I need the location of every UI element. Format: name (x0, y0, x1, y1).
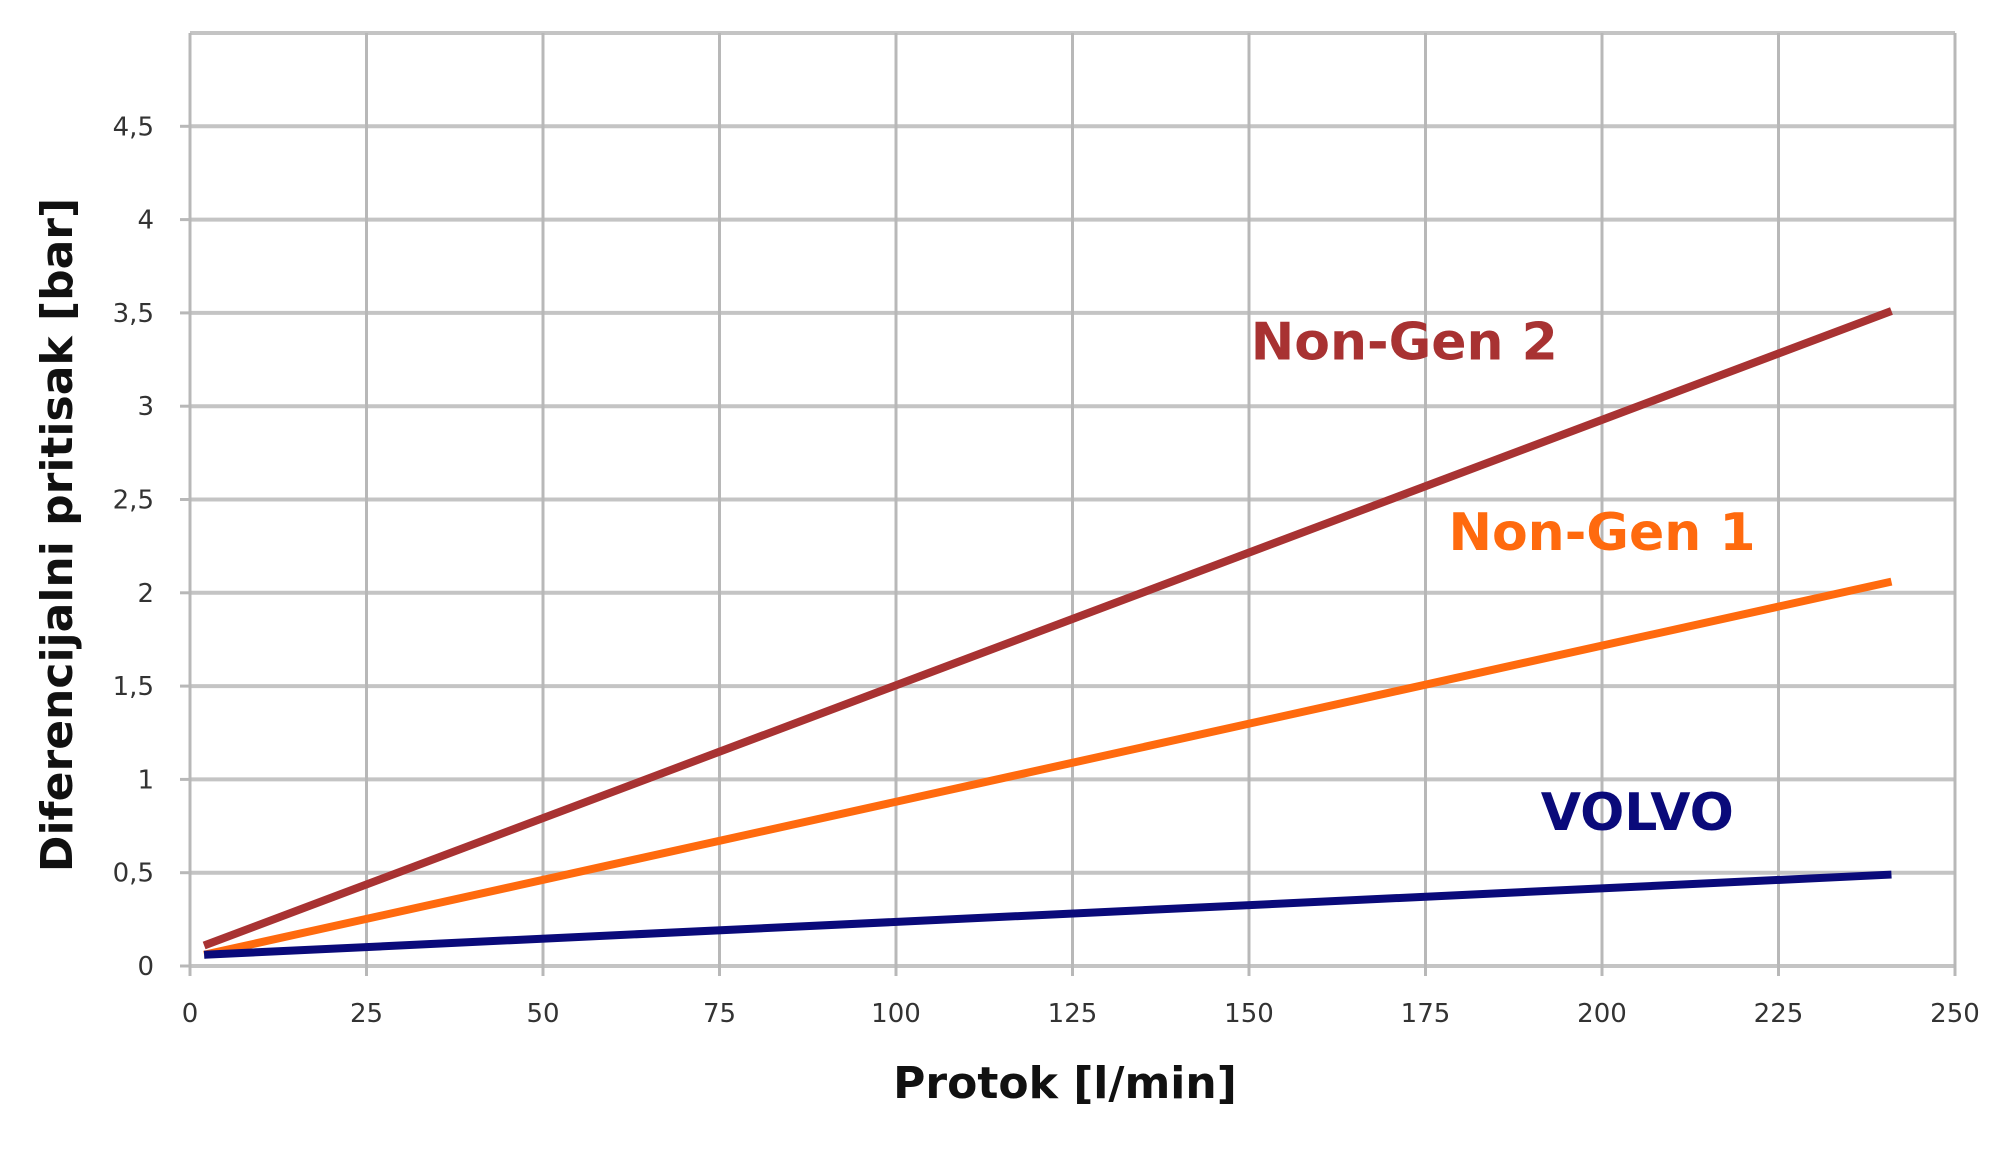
y-tick-label: 2 (137, 579, 154, 609)
y-tick-label: 3,5 (113, 299, 154, 329)
series-label-non-gen-2: Non-Gen 2 (1251, 313, 1558, 373)
x-tick-label: 0 (182, 999, 199, 1029)
x-tick-label: 50 (526, 999, 559, 1029)
x-tick-label: 225 (1754, 999, 1804, 1029)
series-line-non-gen-2 (202, 307, 1893, 950)
y-tick-label: 1 (137, 765, 154, 795)
series-line-non-gen-1 (203, 577, 1893, 959)
x-tick-label: 100 (871, 999, 921, 1029)
y-axis-ticks: 0 0,5 1 1,5 2 2,5 3 3,5 4 4,5 (113, 112, 190, 982)
y-tick-label: 0 (137, 952, 154, 982)
x-tick-label: 125 (1048, 999, 1098, 1029)
x-axis-title: Protok [l/min] (893, 1058, 1237, 1109)
y-tick-label: 2,5 (113, 486, 154, 516)
x-tick-label: 175 (1401, 999, 1451, 1029)
y-tick-label: 3 (137, 392, 154, 422)
y-axis-title: Diferencijalni pritisak [bar] (32, 198, 83, 872)
x-tick-label: 250 (1930, 999, 1980, 1029)
y-tick-label: 1,5 (113, 672, 154, 702)
y-tick-label: 4 (137, 206, 154, 236)
x-tick-label: 75 (703, 999, 736, 1029)
series-label-non-gen-1: Non-Gen 1 (1448, 503, 1755, 563)
x-tick-label: 200 (1577, 999, 1627, 1029)
series-labels: Non-Gen 2 Non-Gen 1 VOLVO (1251, 313, 1756, 843)
x-tick-label: 150 (1224, 999, 1274, 1029)
series-lines (202, 307, 1893, 959)
y-tick-label: 4,5 (113, 112, 154, 142)
grid-lines (188, 31, 1957, 968)
series-line-volvo (203, 870, 1892, 959)
x-axis-ticks: 0 25 50 75 100 125 150 175 200 225 250 (182, 966, 1980, 1029)
series-label-volvo: VOLVO (1541, 783, 1734, 843)
y-tick-label: 0,5 (113, 859, 154, 889)
x-tick-label: 25 (350, 999, 383, 1029)
